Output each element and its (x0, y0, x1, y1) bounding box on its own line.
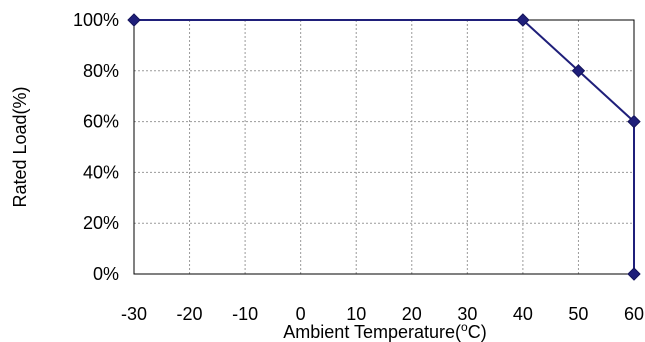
y-tick-label: 60% (83, 112, 119, 132)
y-axis-title: Rated Load(%) (10, 86, 30, 207)
x-axis-title: Ambient Temperature(oC) (283, 320, 486, 342)
data-point-marker (571, 64, 586, 78)
y-axis-ticks: 0% 20% 40% 60% 80% 100% (73, 10, 119, 284)
y-tick-label: 80% (83, 61, 119, 81)
y-tick-label: 40% (83, 162, 119, 182)
x-tick-label: 30 (457, 304, 477, 324)
y-tick-label: 20% (83, 213, 119, 233)
x-axis-title-unit: C) (468, 322, 487, 342)
data-point-marker (627, 114, 641, 129)
x-tick-label: -20 (177, 304, 203, 324)
x-tick-label: -10 (232, 304, 258, 324)
x-tick-label: -30 (121, 304, 147, 324)
series-line (134, 19, 635, 274)
data-point-marker (516, 13, 530, 27)
x-axis-ticks: -30 -20 -10 0 10 20 30 40 50 60 (121, 304, 644, 324)
degree-symbol: o (461, 320, 468, 334)
x-tick-label: 40 (513, 304, 533, 324)
x-tick-label: 20 (402, 304, 422, 324)
x-axis-title-text: Ambient Temperature( (283, 322, 461, 342)
x-tick-label: 60 (624, 304, 644, 324)
data-point-marker (627, 267, 641, 281)
y-tick-label: 0% (93, 264, 119, 284)
plot-area-frame (133, 19, 635, 275)
x-tick-label: 0 (296, 304, 306, 324)
x-tick-label: 10 (346, 304, 366, 324)
x-tick-label: 50 (568, 304, 588, 324)
data-point-marker (127, 13, 141, 27)
y-tick-label: 100% (73, 10, 119, 30)
grid (133, 19, 635, 275)
series-markers (127, 13, 641, 281)
